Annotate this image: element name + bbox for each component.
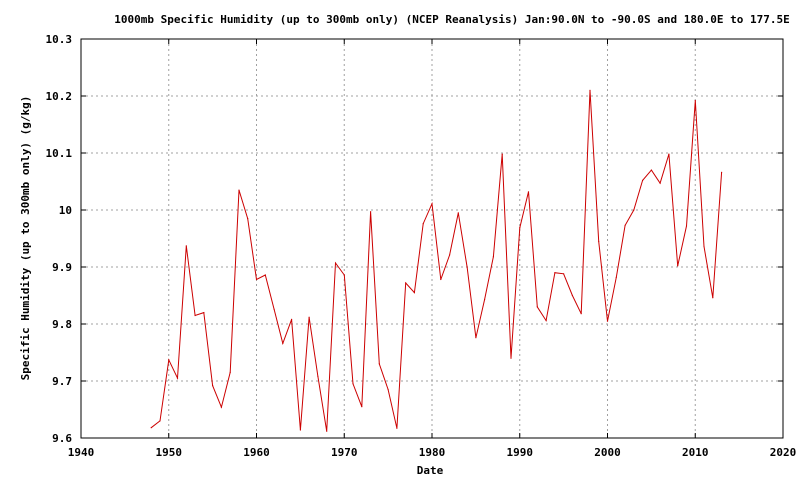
data-point — [396, 427, 398, 429]
axis-ticks: 1940 1950 1960 1970 1980 1990 2000 2010 2020 9.6 9… — [46, 33, 797, 459]
data-point — [501, 153, 503, 155]
data-point — [492, 256, 494, 258]
data-point — [659, 182, 661, 184]
series-layer — [150, 89, 723, 432]
data-point — [677, 265, 679, 267]
data-point — [650, 169, 653, 171]
data-point — [615, 276, 617, 278]
data-point — [370, 211, 372, 213]
data-point — [238, 189, 240, 191]
x-tick-label: 1980 — [419, 446, 446, 459]
x-tick-label: 1950 — [156, 446, 183, 459]
data-point — [387, 388, 389, 391]
x-axis-label: Date — [417, 464, 444, 477]
data-point — [326, 430, 328, 432]
data-point — [264, 274, 266, 276]
data-point — [580, 313, 582, 315]
data-point — [212, 385, 214, 387]
data-point — [536, 306, 538, 308]
chart-title: 1000mb Specific Humidity (up to 300mb on… — [114, 13, 790, 26]
data-point — [422, 223, 424, 225]
data-point — [203, 312, 205, 314]
data-point — [291, 318, 293, 320]
data-point — [405, 282, 407, 284]
data-point — [343, 274, 345, 276]
data-point — [273, 308, 275, 310]
data-point — [308, 316, 310, 318]
data-point — [299, 429, 301, 431]
data-point — [352, 383, 354, 385]
data-point — [466, 266, 468, 268]
data-point — [712, 297, 714, 299]
data-point — [378, 363, 380, 365]
data-point — [624, 224, 626, 226]
data-point — [168, 359, 170, 361]
data-point — [159, 420, 161, 422]
data-point — [220, 406, 222, 408]
x-tick-label: 1960 — [243, 446, 270, 459]
data-point — [510, 357, 512, 359]
gridlines — [81, 39, 783, 438]
data-point — [185, 245, 187, 247]
y-tick-label: 9.6 — [52, 432, 72, 445]
plot-frame — [80, 38, 784, 439]
data-point — [334, 262, 337, 264]
x-tick-label: 2000 — [594, 446, 621, 459]
data-point — [440, 278, 442, 281]
y-tick-label: 10 — [59, 204, 72, 217]
data-point — [361, 406, 363, 408]
data-point — [527, 191, 530, 193]
data-point — [694, 100, 696, 102]
data-point — [457, 212, 459, 214]
x-tick-label: 2020 — [770, 446, 797, 459]
data-point — [317, 375, 319, 377]
y-tick-label: 9.8 — [52, 318, 72, 331]
data-point — [545, 320, 547, 322]
data-point — [554, 272, 556, 274]
data-point — [247, 218, 249, 220]
data-point — [633, 209, 635, 211]
data-point — [598, 240, 600, 242]
data-point — [668, 153, 670, 155]
data-point — [606, 320, 609, 322]
y-tick-label: 10.1 — [46, 147, 73, 160]
data-point — [571, 294, 574, 297]
data-point — [150, 427, 152, 429]
data-point — [449, 254, 451, 256]
data-point — [519, 227, 521, 229]
data-point — [475, 337, 477, 339]
data-point — [176, 377, 179, 379]
y-tick-label: 10.3 — [46, 33, 73, 46]
y-tick-label: 10.2 — [46, 90, 73, 103]
x-tick-label: 1970 — [331, 446, 358, 459]
data-point — [703, 245, 705, 248]
x-tick-label: 1990 — [507, 446, 534, 459]
data-point — [563, 273, 565, 275]
data-point — [642, 179, 644, 181]
data-point — [685, 225, 688, 227]
data-point — [484, 298, 486, 301]
data-point — [589, 89, 591, 91]
y-axis-label: Specific Humidity (up to 300mb only) (g/… — [19, 96, 32, 381]
data-point — [194, 314, 196, 317]
data-point — [282, 342, 284, 344]
data-point — [721, 171, 723, 173]
y-tick-label: 9.9 — [52, 261, 72, 274]
data-point — [413, 292, 415, 294]
data-point — [255, 278, 258, 281]
humidity-series-line — [150, 90, 723, 432]
y-tick-label: 9.7 — [52, 375, 72, 388]
x-tick-label: 2010 — [682, 446, 709, 459]
data-point — [229, 371, 231, 373]
data-point — [431, 203, 433, 205]
x-tick-label: 1940 — [68, 446, 95, 459]
